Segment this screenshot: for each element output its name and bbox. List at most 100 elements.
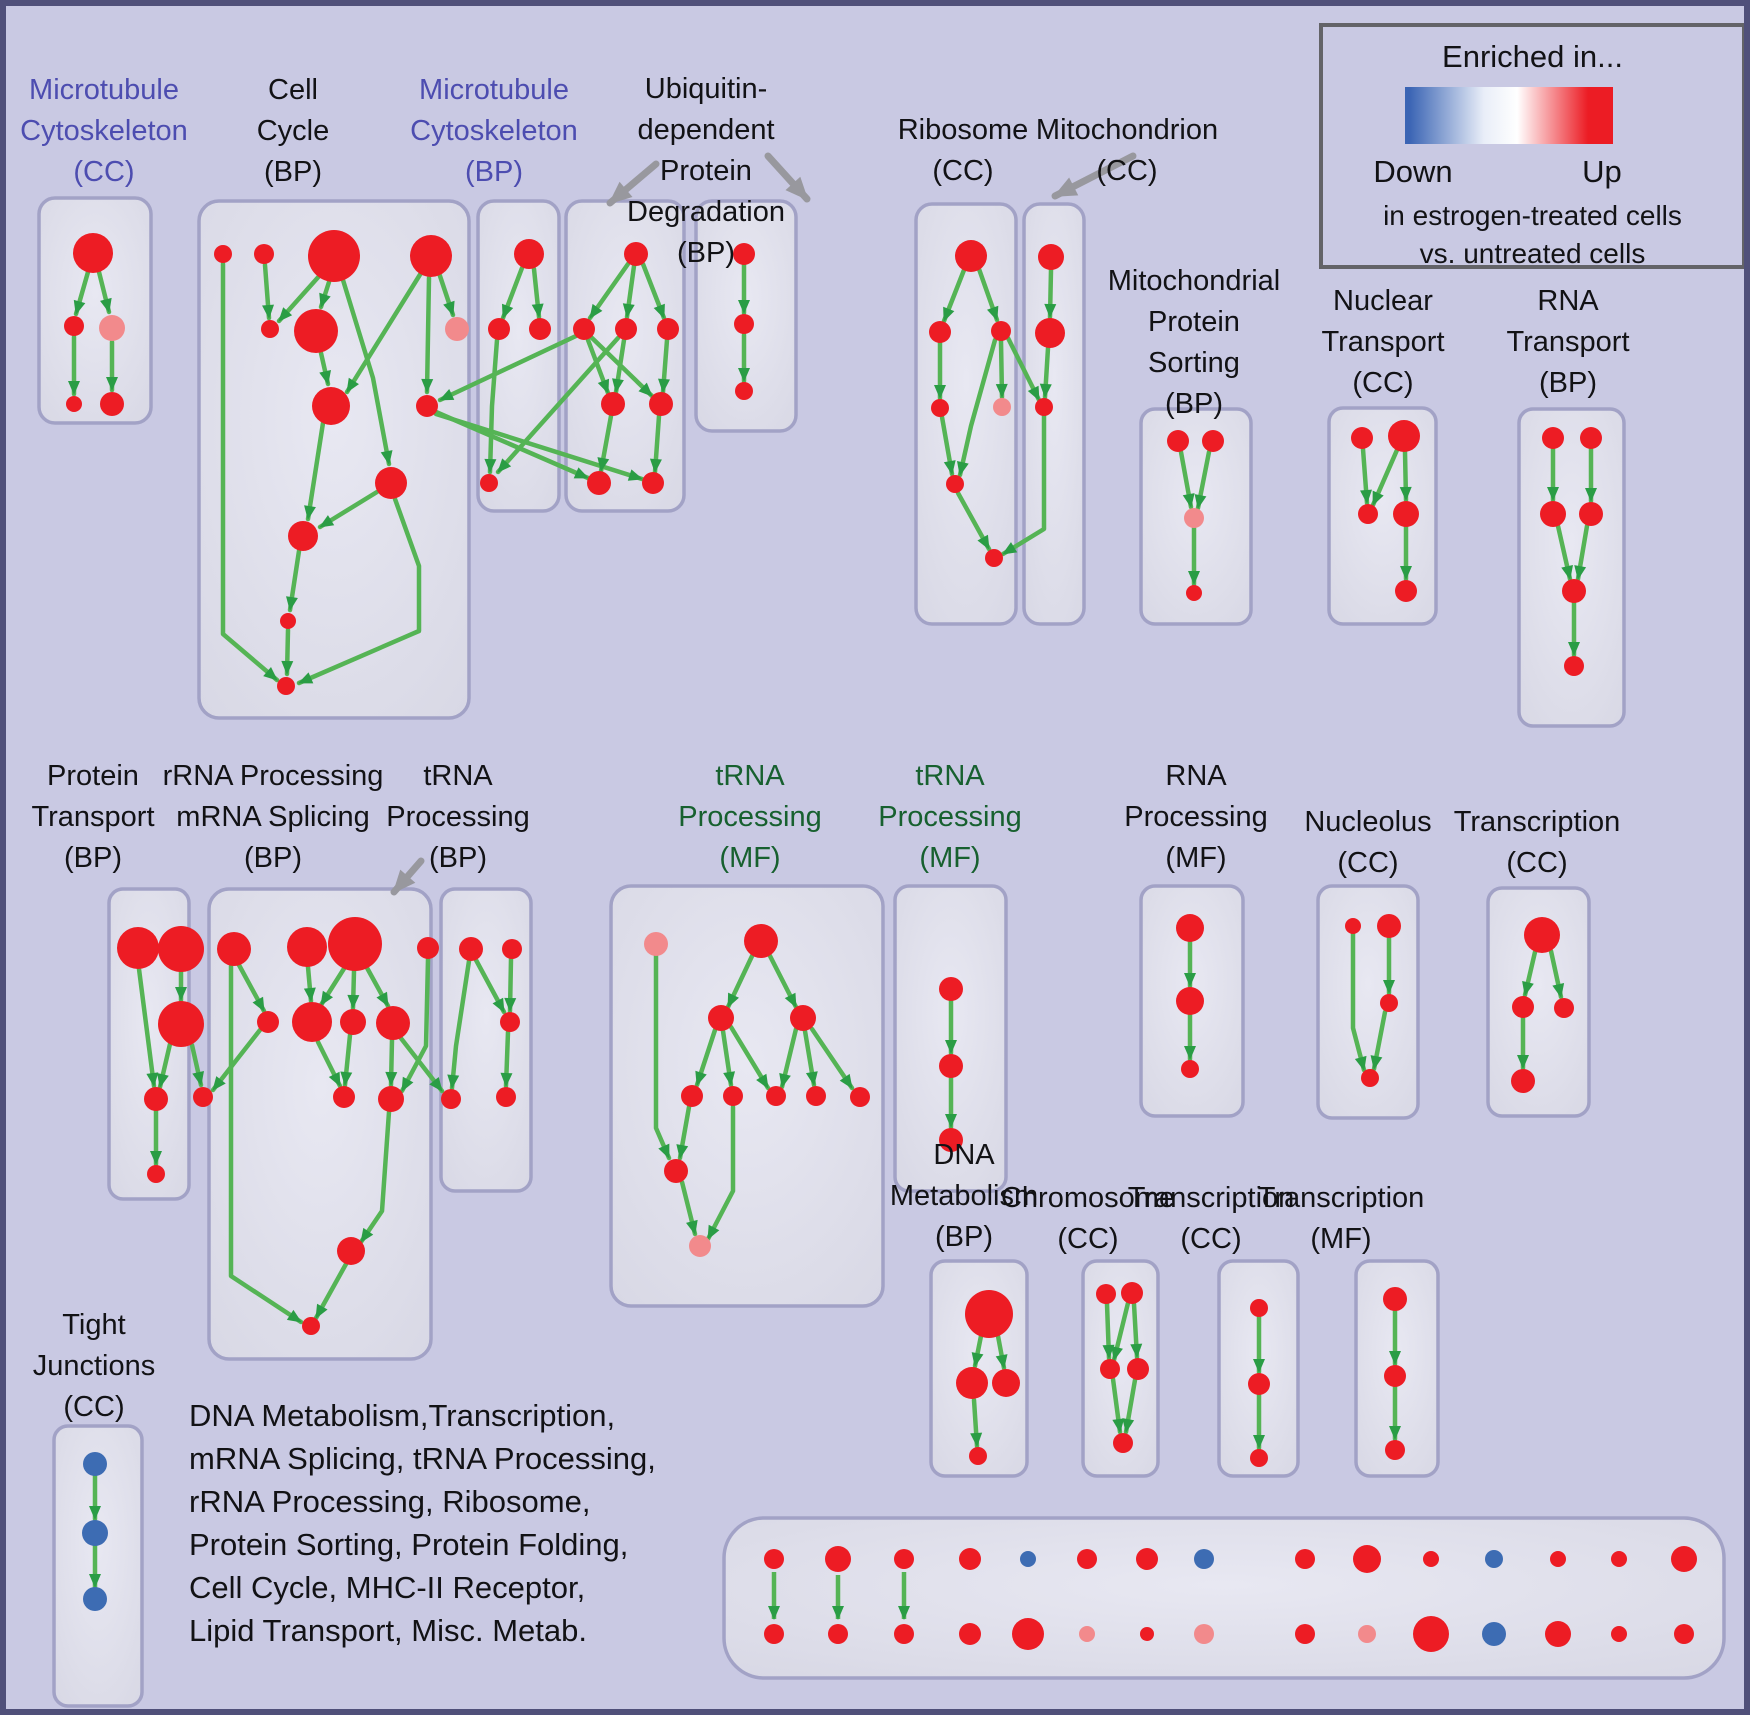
node-blue <box>1020 1551 1036 1567</box>
node-red <box>723 1086 743 1106</box>
cluster-box-trna-bp <box>439 887 533 1193</box>
edge-arrow <box>385 1037 398 1088</box>
node-pink <box>689 1235 711 1257</box>
edge-arrow <box>728 1024 771 1091</box>
node-red <box>624 242 648 266</box>
edge-arrow <box>1370 447 1400 508</box>
legend-down-label: Down <box>1373 154 1453 189</box>
node-red <box>939 1054 963 1078</box>
node-red <box>294 309 338 353</box>
node-red <box>965 1290 1013 1338</box>
node-red <box>1564 656 1584 676</box>
edge-arrow <box>484 337 500 475</box>
edge-arrow <box>315 1039 343 1089</box>
callout-arrow <box>606 160 660 207</box>
edge-arrow <box>504 956 517 1014</box>
callout-arrows-layer <box>390 152 1137 896</box>
node-blue <box>1485 1550 1503 1568</box>
node-red <box>261 320 279 338</box>
node-red <box>214 245 232 263</box>
edge-arrow <box>313 1261 349 1321</box>
edge-arrow <box>971 1333 984 1369</box>
edge-arrow <box>500 265 525 321</box>
node-pink <box>445 317 469 341</box>
node-pink <box>1194 1624 1214 1644</box>
cluster-box-rrna-mrna <box>207 887 433 1361</box>
node-red <box>1248 1373 1270 1395</box>
node-red <box>1127 1358 1149 1380</box>
cluster-box-chromosome <box>1081 1259 1160 1478</box>
node-red <box>64 316 84 336</box>
node-red <box>733 243 755 265</box>
node-red <box>147 1165 165 1183</box>
callout-arrow <box>390 857 425 896</box>
edge-arrow <box>318 350 331 387</box>
edge-arrow <box>622 263 637 320</box>
node-red <box>480 474 498 492</box>
edge-arrow <box>318 964 348 1008</box>
cluster-box-mt-cc <box>37 196 153 425</box>
node-red <box>257 1011 279 1033</box>
node-red <box>766 1086 786 1106</box>
node-red <box>649 392 673 416</box>
edge-arrow <box>358 1109 392 1245</box>
node-red <box>1550 1551 1566 1567</box>
edge-arrow <box>970 1397 983 1449</box>
edge-arrow <box>1370 1009 1388 1072</box>
edge-arrow <box>658 337 670 395</box>
edge-arrow <box>587 261 631 321</box>
edge-arrow <box>340 1032 353 1088</box>
node-red <box>1176 914 1204 942</box>
edges-layer <box>68 261 1597 1620</box>
node-red <box>1562 579 1586 603</box>
node-red <box>642 472 664 494</box>
node-red <box>587 471 611 495</box>
node-red <box>496 1087 516 1107</box>
node-red <box>1524 917 1560 953</box>
node-red <box>376 1006 410 1040</box>
edge-arrow <box>612 337 627 395</box>
edge-arrow <box>399 956 431 1094</box>
node-red <box>66 396 82 412</box>
node-red <box>959 1548 981 1570</box>
edge-arrow <box>436 270 456 318</box>
node-red <box>1540 501 1566 527</box>
edge-arrow <box>304 420 326 522</box>
node-red <box>931 399 949 417</box>
node-red <box>280 613 296 629</box>
node-red <box>1035 318 1065 348</box>
edge-arrow <box>397 1034 445 1094</box>
node-red <box>1423 1551 1439 1567</box>
edge-arrow <box>189 1042 204 1088</box>
node-red <box>144 1087 168 1111</box>
node-red <box>328 917 382 971</box>
edge-arrow <box>421 275 434 395</box>
edge-arrow <box>1194 449 1212 511</box>
node-red <box>939 1128 963 1152</box>
node-blue <box>1194 1549 1214 1569</box>
node-red <box>488 318 510 340</box>
cluster-box-mitochondrion <box>1022 202 1086 626</box>
node-blue <box>1482 1622 1506 1646</box>
node-red <box>894 1549 914 1569</box>
node-red <box>1361 1069 1379 1087</box>
node-blue <box>83 1587 107 1611</box>
node-red <box>287 927 327 967</box>
node-red <box>1035 398 1053 416</box>
node-red <box>416 395 438 417</box>
node-red <box>991 321 1011 341</box>
edge-arrow <box>286 548 302 613</box>
node-red <box>1295 1549 1315 1569</box>
node-red <box>340 1009 366 1035</box>
edge-arrow <box>679 1179 698 1237</box>
node-pink <box>1184 508 1204 528</box>
node-red <box>514 239 544 269</box>
node-red <box>601 392 625 416</box>
edge-arrow <box>500 1029 513 1089</box>
edge-arrow <box>976 266 1000 323</box>
edge-arrow <box>676 1104 692 1161</box>
node-red <box>764 1549 784 1569</box>
edge-arrow <box>136 966 159 1089</box>
edge-arrow <box>1360 446 1373 506</box>
node-red <box>946 475 964 493</box>
